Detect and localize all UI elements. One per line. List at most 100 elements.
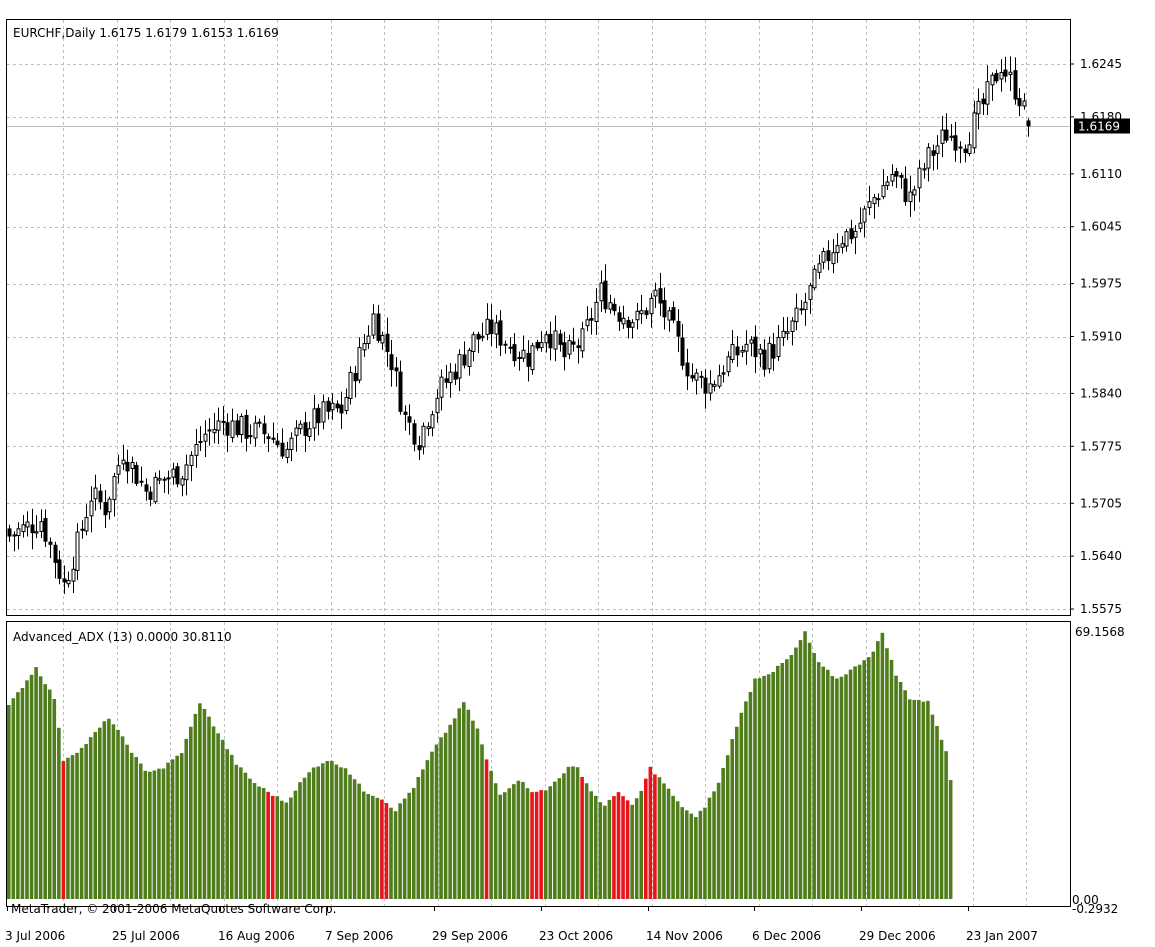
candle bbox=[385, 317, 390, 367]
adx-tick-label: 0.00 bbox=[1072, 893, 1099, 907]
candle-body bbox=[339, 404, 344, 414]
adx-bar bbox=[148, 771, 152, 899]
candle-body bbox=[926, 147, 931, 169]
candle bbox=[803, 292, 808, 326]
candle bbox=[1003, 56, 1008, 83]
candle bbox=[175, 463, 180, 488]
candle-body bbox=[307, 428, 312, 437]
candle bbox=[949, 124, 954, 141]
adx-bar bbox=[771, 671, 775, 899]
adx-bar bbox=[216, 733, 220, 899]
candle-body bbox=[225, 422, 230, 436]
adx-bar bbox=[270, 795, 275, 899]
candle-body bbox=[330, 402, 335, 411]
candle bbox=[894, 167, 899, 188]
candle bbox=[294, 420, 299, 452]
adx-bar bbox=[134, 756, 138, 899]
candle-body bbox=[389, 354, 394, 371]
adx-bar bbox=[102, 721, 107, 899]
candle-body bbox=[39, 521, 44, 532]
adx-bar bbox=[466, 709, 471, 899]
candle-body bbox=[558, 333, 563, 345]
candle-body bbox=[43, 517, 48, 542]
candle bbox=[394, 357, 399, 387]
candle bbox=[717, 364, 722, 389]
candle bbox=[344, 388, 349, 415]
candle-body bbox=[476, 333, 481, 340]
candle-body bbox=[62, 578, 67, 583]
adx-bar bbox=[98, 727, 102, 899]
candle bbox=[430, 410, 435, 437]
adx-bar bbox=[93, 732, 98, 899]
adx-bar bbox=[935, 725, 939, 899]
adx-bar bbox=[384, 803, 389, 899]
candle bbox=[712, 380, 717, 392]
adx-bar bbox=[521, 781, 525, 899]
adx-bar bbox=[835, 678, 839, 899]
adx-bar bbox=[52, 699, 57, 899]
candle-body bbox=[771, 344, 776, 359]
adx-bar bbox=[207, 716, 211, 899]
candle-body bbox=[840, 243, 845, 248]
candle bbox=[134, 461, 139, 487]
candle bbox=[831, 239, 836, 274]
candle bbox=[21, 514, 26, 538]
adx-bar bbox=[889, 659, 894, 899]
adx-bar bbox=[589, 791, 593, 899]
candle-body bbox=[353, 372, 358, 382]
adx-bar bbox=[857, 664, 862, 899]
candle bbox=[608, 294, 613, 314]
adx-bar bbox=[721, 767, 725, 899]
candle bbox=[808, 282, 813, 315]
adx-bar bbox=[352, 779, 357, 899]
candle-body bbox=[894, 171, 899, 177]
candle-body bbox=[521, 349, 526, 359]
candle bbox=[530, 342, 535, 375]
candle-body bbox=[821, 251, 826, 263]
candle-body bbox=[312, 408, 317, 429]
adx-bar bbox=[625, 800, 630, 899]
candle-body bbox=[685, 362, 690, 377]
adx-bar bbox=[339, 767, 343, 899]
candle-body bbox=[867, 201, 872, 209]
candle-body bbox=[912, 189, 917, 196]
adx-bar bbox=[143, 770, 148, 899]
candle bbox=[976, 88, 981, 130]
candle-body bbox=[899, 175, 904, 178]
candle-body bbox=[717, 375, 722, 387]
candle-body bbox=[680, 337, 685, 366]
adx-bar bbox=[439, 737, 443, 899]
candle bbox=[162, 476, 167, 493]
candle-body bbox=[781, 330, 786, 339]
candle-body bbox=[107, 498, 112, 513]
adx-bar bbox=[694, 817, 698, 899]
candle bbox=[439, 369, 444, 411]
adx-bar bbox=[807, 642, 812, 899]
candle-body bbox=[580, 328, 585, 352]
adx-bar bbox=[712, 791, 716, 899]
candle bbox=[567, 334, 572, 360]
candle bbox=[585, 306, 590, 332]
candle bbox=[362, 334, 367, 357]
candle bbox=[667, 306, 672, 332]
adx-bar bbox=[816, 662, 821, 899]
candle bbox=[262, 415, 267, 444]
candle-body bbox=[257, 421, 262, 424]
candle bbox=[867, 185, 872, 216]
candle-body bbox=[548, 333, 553, 349]
candle-body bbox=[471, 334, 476, 353]
adx-bar bbox=[571, 766, 575, 899]
candle-body bbox=[658, 288, 663, 304]
candle-body bbox=[48, 541, 53, 545]
adx-bar bbox=[138, 763, 143, 899]
candle-body bbox=[212, 429, 217, 434]
candle bbox=[508, 337, 513, 354]
candle-body bbox=[84, 517, 89, 532]
adx-bar bbox=[880, 632, 885, 899]
adx-bar bbox=[530, 792, 534, 899]
adx-bar bbox=[179, 753, 184, 899]
price-pane-title: EURCHF,Daily 1.6175 1.6179 1.6153 1.6169 bbox=[13, 26, 279, 40]
candle bbox=[858, 207, 863, 233]
candle-body bbox=[153, 476, 158, 503]
